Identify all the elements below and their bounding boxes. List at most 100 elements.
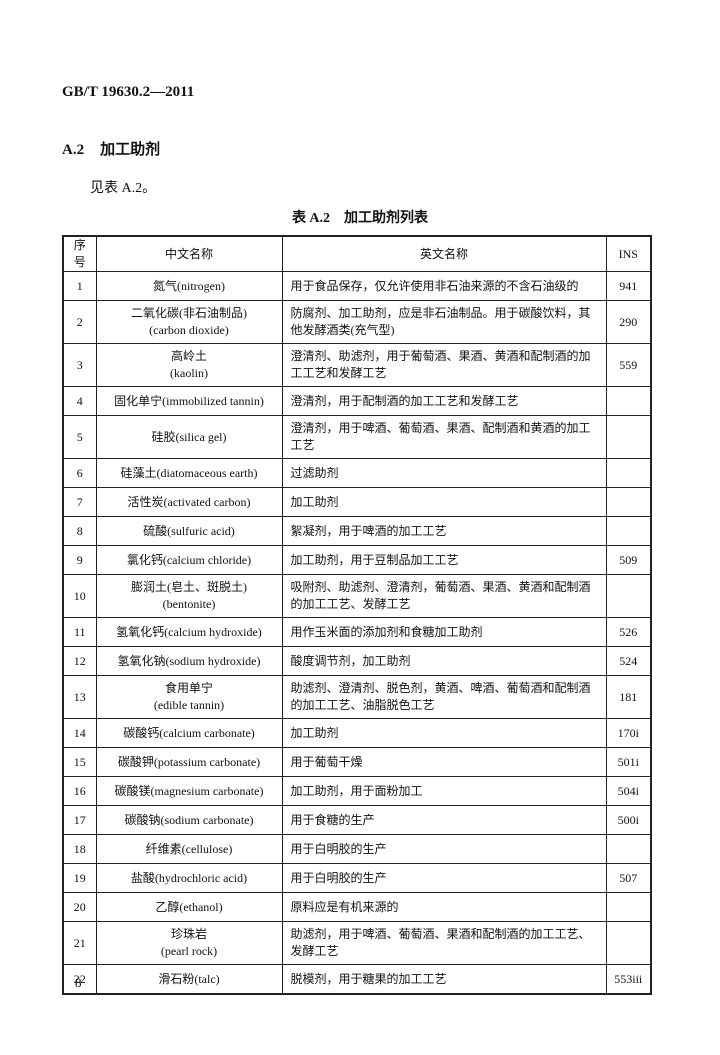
english-description: 澄清剂，用于啤酒、葡萄酒、果酒、配制酒和黄酒的加工工艺 [281, 415, 607, 459]
row-number: 2 [62, 300, 97, 344]
column-header: INS [605, 235, 652, 272]
chinese-name-line: 碳酸钠(sodium carbonate) [124, 812, 254, 827]
chinese-name-line: 硫酸(sulfuric acid) [143, 523, 235, 538]
chinese-name-line: (pearl rock) [160, 944, 218, 958]
ins-code: 504i [605, 776, 652, 806]
english-description: 助滤剂、澄清剂、脱色剂，黄酒、啤酒、葡萄酒和配制酒的加工工艺、油脂脱色工艺 [281, 675, 607, 719]
row-number: 1 [62, 271, 97, 301]
table-row: 9 氯化钙(calcium chloride) 加工助剂，用于豆制品加工工艺 509 [62, 545, 652, 575]
table-row: 3 高岭土 (kaolin) 澄清剂、助滤剂，用于葡萄酒、果酒、黄酒和配制酒的加工工艺… [62, 343, 652, 387]
ins-code: 941 [605, 271, 652, 301]
table-row: 11 氢氧化钙(calcium hydroxide) 用作玉米面的添加剂和食糖加工助… [62, 617, 652, 647]
table-row: 4 固化单宁(immobilized tannin) 澄清剂，用于配制酒的加工工艺和… [62, 386, 652, 416]
table-row: 16 碳酸镁(magnesium carbonate) 加工助剂，用于面粉加工 504… [62, 776, 652, 806]
chinese-name-line: 食用单宁 [164, 681, 213, 695]
row-number: 5 [62, 415, 97, 459]
section-number: A.2 [62, 142, 85, 158]
ins-code [605, 487, 652, 517]
ins-code: 507 [605, 863, 652, 893]
row-number: 14 [62, 718, 97, 748]
row-number: 17 [62, 805, 97, 835]
body-text: 见表 A.2。 [90, 181, 157, 196]
chinese-name-line: 珍珠岩 [170, 927, 207, 941]
table-row: 7 活性炭(activated carbon) 加工助剂 [62, 487, 652, 517]
row-number: 8 [62, 516, 97, 546]
chinese-name-line: 碳酸镁(magnesium carbonate) [114, 783, 264, 798]
english-description: 澄清剂、助滤剂，用于葡萄酒、果酒、黄酒和配制酒的加工工艺和发酵工艺 [281, 343, 607, 387]
ins-code [605, 574, 652, 618]
chinese-name-line: 氮气(nitrogen) [153, 278, 225, 293]
ins-code: 290 [605, 300, 652, 344]
table-row: 1 氮气(nitrogen) 用于食品保存，仅允许使用非石油来源的不含石油级的 941 [62, 271, 652, 301]
chinese-name: 高岭土 (kaolin) [95, 343, 283, 387]
english-description: 脱模剂，用于糖果的加工工艺 [281, 964, 607, 995]
chinese-name-line: 氢氧化钙(calcium hydroxide) [116, 624, 262, 639]
english-description: 加工助剂，用于面粉加工 [281, 776, 607, 806]
ins-code: 559 [605, 343, 652, 387]
row-number: 20 [62, 892, 97, 922]
chinese-name-line: 膨润土(皂土、斑脱土) [131, 580, 247, 594]
ins-code [605, 415, 652, 459]
row-number: 7 [62, 487, 97, 517]
chinese-name-line: 二氧化碳(非石油制品) [131, 306, 247, 320]
chinese-name-line: 高岭土 [170, 349, 207, 363]
chinese-name: 滑石粉(talc) [95, 964, 283, 995]
chinese-name: 乙醇(ethanol) [95, 892, 283, 922]
chinese-name-line: 碳酸钙(calcium carbonate) [123, 725, 255, 740]
english-description: 加工助剂 [281, 487, 607, 517]
english-description: 加工助剂 [281, 718, 607, 748]
table-row: 17 碳酸钠(sodium carbonate) 用于食糖的生产 500i [62, 805, 652, 835]
chinese-name: 氯化钙(calcium chloride) [95, 545, 283, 575]
english-description: 吸附剂、助滤剂、澄清剂，葡萄酒、果酒、黄酒和配制酒的加工工艺、发酵工艺 [281, 574, 607, 618]
table-caption: 表 A.2 加工助剂列表 [291, 211, 429, 226]
table-row: 10 膨润土(皂土、斑脱土) (bentonite) 吸附剂、助滤剂、澄清剂，葡萄酒、… [62, 574, 652, 618]
chinese-name: 硅藻土(diatomaceous earth) [95, 458, 283, 488]
chinese-name: 氢氧化钠(sodium hydroxide) [95, 646, 283, 676]
row-number: 6 [62, 458, 97, 488]
ins-code [605, 516, 652, 546]
row-number: 15 [62, 747, 97, 777]
ins-code [605, 921, 652, 965]
row-number: 4 [62, 386, 97, 416]
ins-code: 553iii [605, 964, 652, 995]
chinese-name: 食用单宁 (edible tannin) [95, 675, 283, 719]
chinese-name-line: 盐酸(hydrochloric acid) [130, 870, 248, 885]
table-row: 19 盐酸(hydrochloric acid) 用于白明胶的生产 507 [62, 863, 652, 893]
header-row: 序号 中文名称 英文名称 INS [62, 235, 652, 272]
ins-code [605, 458, 652, 488]
chinese-name: 二氧化碳(非石油制品) (carbon dioxide) [95, 300, 283, 344]
row-number: 3 [62, 343, 97, 387]
chinese-name: 固化单宁(immobilized tannin) [95, 386, 283, 416]
table-row: 8 硫酸(sulfuric acid) 絮凝剂，用于啤酒的加工工艺 [62, 516, 652, 546]
chinese-name-line: 氢氧化钠(sodium hydroxide) [117, 653, 261, 668]
standard-number: GB/T 19630.2—2011 [62, 84, 195, 100]
english-description: 用于葡萄干燥 [281, 747, 607, 777]
chinese-name-line: 硅藻土(diatomaceous earth) [120, 465, 258, 480]
chinese-name-line: (bentonite) [162, 597, 216, 611]
table-row: 20 乙醇(ethanol) 原料应是有机来源的 [62, 892, 652, 922]
english-description: 絮凝剂，用于啤酒的加工工艺 [281, 516, 607, 546]
chinese-name-line: 碳酸钾(potassium carbonate) [117, 754, 261, 769]
chinese-name: 活性炭(activated carbon) [95, 487, 283, 517]
chinese-name-line: 乙醇(ethanol) [155, 899, 223, 914]
ins-code: 509 [605, 545, 652, 575]
english-description: 澄清剂，用于配制酒的加工工艺和发酵工艺 [281, 386, 607, 416]
english-description: 用于食糖的生产 [281, 805, 607, 835]
table-row: 18 纤维素(cellulose) 用于白明胶的生产 [62, 834, 652, 864]
column-header: 中文名称 [95, 235, 283, 272]
chinese-name: 硫酸(sulfuric acid) [95, 516, 283, 546]
chinese-name: 碳酸钠(sodium carbonate) [95, 805, 283, 835]
row-number: 9 [62, 545, 97, 575]
english-description: 用于食品保存，仅允许使用非石油来源的不含石油级的 [281, 271, 607, 301]
chinese-name-line: 固化单宁(immobilized tannin) [114, 393, 264, 408]
ins-code [605, 834, 652, 864]
chinese-name: 硅胶(silica gel) [95, 415, 283, 459]
english-description: 加工助剂，用于豆制品加工工艺 [281, 545, 607, 575]
table-row: 6 硅藻土(diatomaceous earth) 过滤助剂 [62, 458, 652, 488]
table-row: 12 氢氧化钠(sodium hydroxide) 酸度调节剂，加工助剂 524 [62, 646, 652, 676]
english-description: 原料应是有机来源的 [281, 892, 607, 922]
table-row: 14 碳酸钙(calcium carbonate) 加工助剂 170i [62, 718, 652, 748]
chinese-name: 纤维素(cellulose) [95, 834, 283, 864]
ins-code: 524 [605, 646, 652, 676]
english-description: 用于白明胶的生产 [281, 834, 607, 864]
